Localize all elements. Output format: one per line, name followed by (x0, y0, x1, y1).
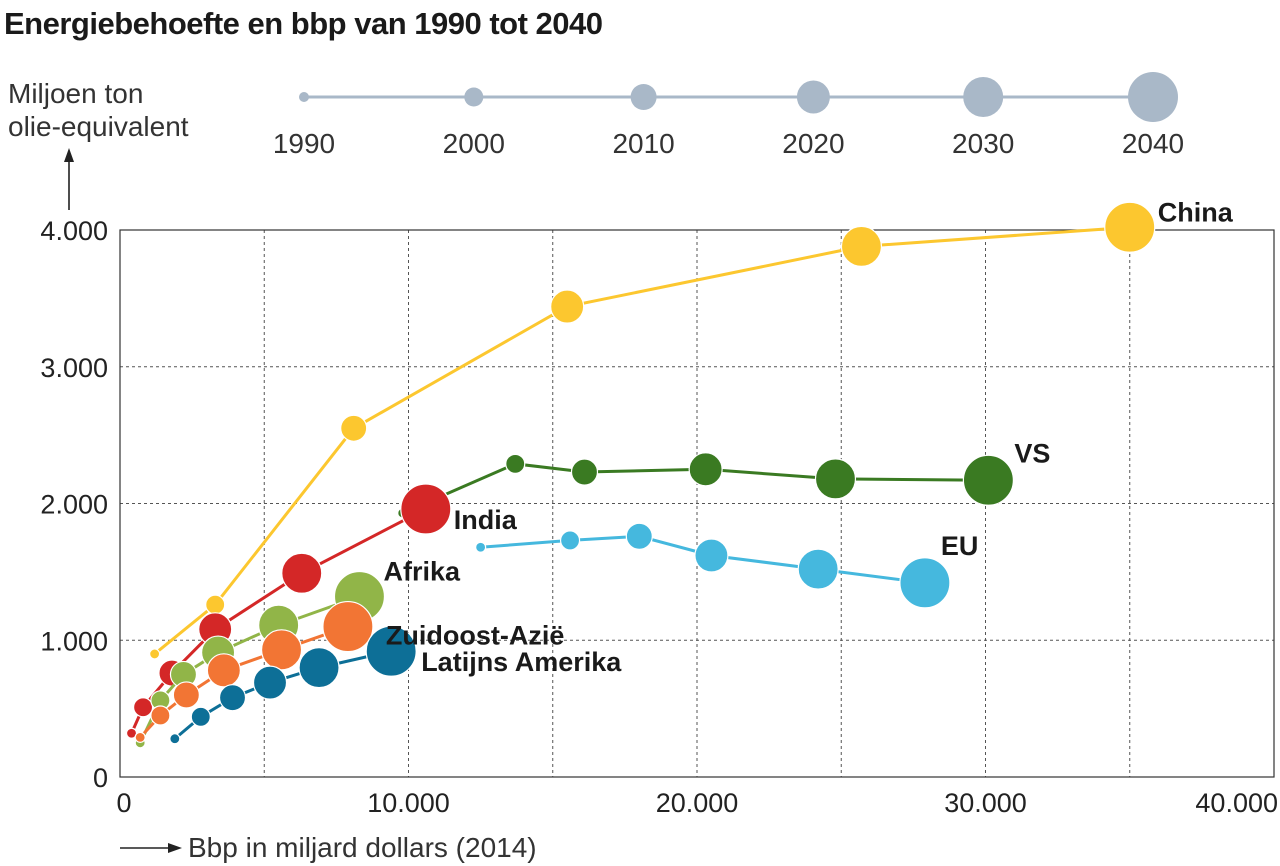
series-label: EU (941, 531, 979, 561)
series-label: Zuidoost-Azië (386, 621, 564, 651)
y-tick-label: 2.000 (40, 490, 108, 520)
series-vs (397, 452, 1014, 519)
series-label: Afrika (383, 556, 461, 586)
y-tick-label: 4.000 (40, 216, 108, 246)
y-axis-label-line-2: olie-equivalent (8, 111, 189, 142)
series-line (402, 462, 989, 515)
y-tick-label: 1.000 (40, 626, 108, 656)
bubble-legend-year: 2030 (952, 128, 1014, 159)
series-eu (475, 522, 951, 609)
data-point (206, 653, 241, 688)
bubble-legend-year: 2010 (612, 128, 674, 159)
bubble-legend-year: 2040 (1122, 128, 1184, 159)
y-axis-arrow-icon (64, 148, 74, 210)
series-label: China (1158, 197, 1234, 227)
data-point (400, 483, 452, 535)
series-label: VS (1014, 438, 1050, 468)
x-tick-label: 0 (116, 788, 131, 818)
data-point (169, 733, 181, 745)
y-axis-tick-labels: 0 1.000 2.000 3.000 4.000 (40, 216, 108, 793)
x-axis-tick-labels: 0 10.000 20.000 30.000 40.000 (116, 788, 1278, 818)
data-point (694, 538, 729, 573)
data-point (281, 552, 323, 594)
series-label: India (454, 505, 518, 535)
data-point (688, 452, 723, 487)
plot-frame (119, 229, 1275, 778)
series-china (149, 201, 1156, 660)
data-point (899, 557, 951, 609)
data-point (962, 454, 1014, 506)
data-point (505, 453, 526, 474)
data-point (559, 530, 581, 551)
chart-title: Energiebehoefte en bbp van 1990 tot 2040 (4, 6, 602, 41)
data-point (190, 706, 211, 727)
bubble-legend-circle (796, 80, 830, 114)
data-point (625, 522, 653, 550)
series-zuidoost-azi- (134, 600, 374, 743)
data-point (134, 731, 146, 743)
data-point (570, 458, 599, 486)
bubble-size-legend: 1990 2000 2010 2020 2030 2040 (273, 72, 1184, 159)
x-tick-label: 30.000 (944, 788, 1027, 818)
data-point (322, 600, 374, 653)
bubble-legend-circle (464, 87, 484, 107)
data-point (260, 629, 303, 671)
bubble-legend-year: 1990 (273, 128, 335, 159)
x-axis-arrow-icon (120, 843, 182, 853)
data-point (298, 646, 340, 689)
series-line (153, 225, 1130, 656)
bubble-legend-circle (963, 77, 1004, 117)
x-tick-label: 20.000 (656, 788, 739, 818)
data-point (550, 289, 585, 324)
x-axis-label: Bbp in miljard dollars (2014) (188, 832, 537, 863)
data-point (797, 548, 839, 590)
data-point (218, 684, 247, 712)
data-point (814, 458, 857, 500)
data-point (1104, 201, 1156, 253)
data-point (475, 541, 487, 553)
bubble-legend-circle (630, 84, 657, 110)
y-tick-label: 3.000 (40, 353, 108, 383)
bubble-legend-year: 2000 (443, 128, 505, 159)
series-labels: China VS India EU Afrika Zuidoost-AziëLatijns… (383, 197, 1233, 677)
data-point (150, 705, 171, 726)
x-tick-label: 40.000 (1195, 788, 1278, 818)
series-label: Latijns Amerika (421, 647, 622, 677)
bubble-legend-circle (1128, 72, 1178, 122)
data-point (340, 414, 368, 442)
data-point (252, 665, 288, 700)
bubble-legend-year: 2020 (782, 128, 844, 159)
y-axis-label-line-1: Miljoen ton (8, 78, 143, 109)
data-point (132, 697, 154, 718)
data-point (840, 225, 883, 268)
x-tick-label: 10.000 (367, 788, 450, 818)
bubble-legend-circle (299, 92, 309, 102)
data-point (149, 648, 161, 660)
y-tick-label: 0 (93, 763, 108, 793)
data-point (205, 594, 226, 615)
data-point (172, 681, 200, 709)
data-point (365, 625, 417, 677)
series-layer (125, 201, 1156, 749)
series-latijns-amerika (169, 625, 417, 745)
